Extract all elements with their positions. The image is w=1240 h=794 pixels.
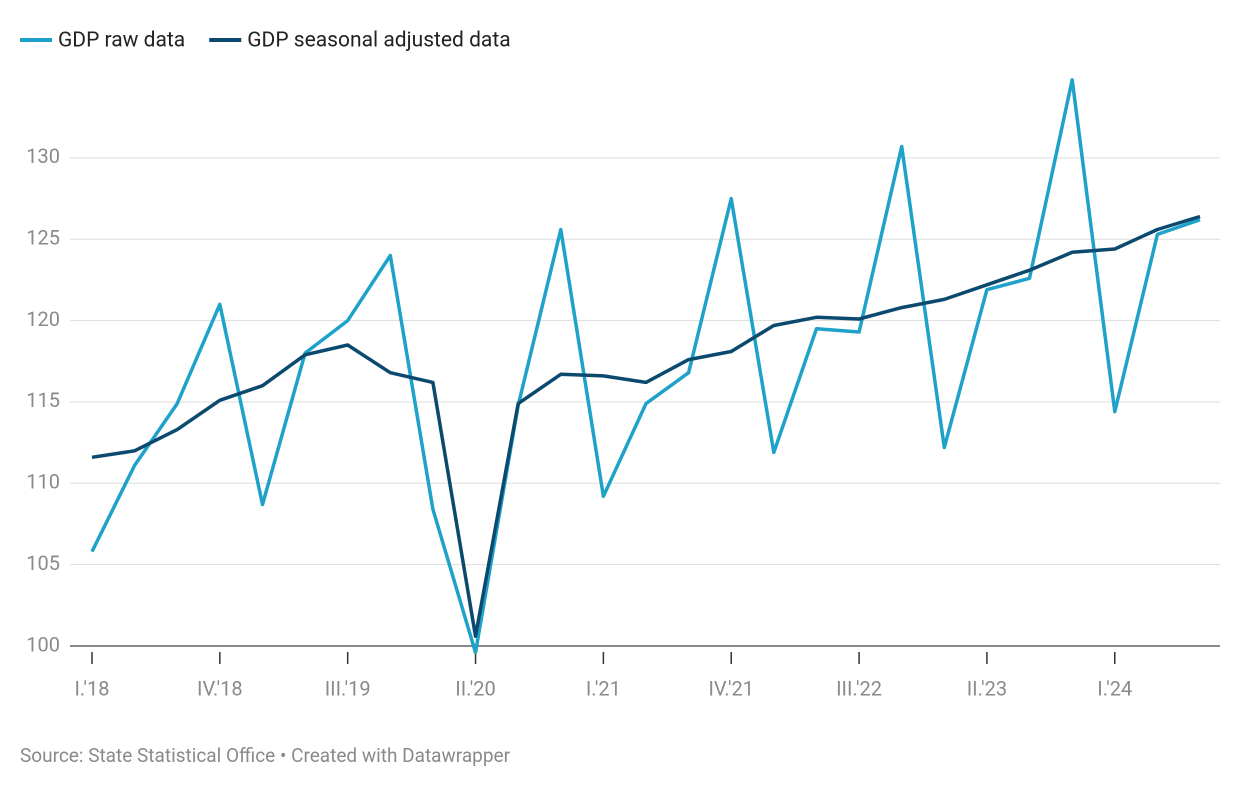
- x-tick-label: IV.'18: [197, 676, 243, 700]
- x-tick-label: II.'23: [967, 676, 1007, 700]
- y-tick-label: 100: [26, 632, 60, 656]
- y-tick-label: 110: [26, 470, 60, 494]
- y-tick-label: 115: [26, 388, 60, 412]
- x-tick-label: II.'20: [455, 676, 495, 700]
- x-tick-label: I.'18: [74, 676, 109, 700]
- y-tick-label: 125: [26, 226, 60, 250]
- y-tick-label: 105: [26, 551, 60, 575]
- y-tick-label: 120: [26, 307, 60, 331]
- legend-label: GDP raw data: [58, 29, 185, 53]
- series-line: [91, 214, 1201, 638]
- series-line: [90, 78, 1201, 655]
- legend-label: GDP seasonal adjusted data: [247, 29, 510, 53]
- x-tick-label: I.'24: [1097, 676, 1132, 700]
- x-tick-label: III.'22: [836, 676, 882, 700]
- y-tick-label: 130: [26, 144, 60, 168]
- x-tick-label: IV.'21: [708, 676, 754, 700]
- source: Source: State Statistical Office • Creat…: [20, 744, 511, 767]
- x-tick-label: I.'21: [586, 676, 621, 700]
- x-tick-label: III.'19: [325, 676, 371, 700]
